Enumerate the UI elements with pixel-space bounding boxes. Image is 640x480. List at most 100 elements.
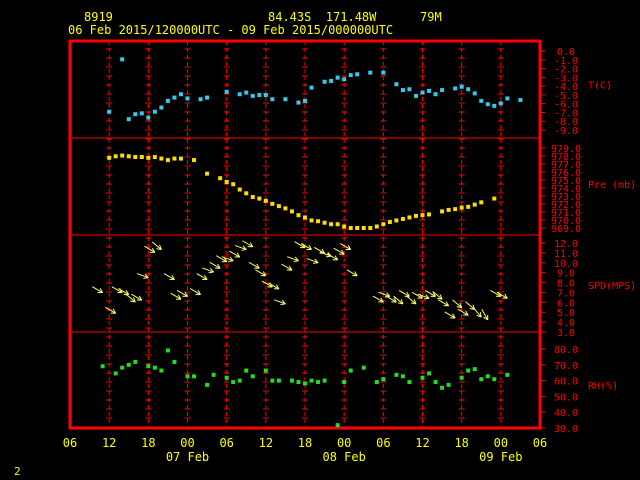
- wind-arrow-head: [262, 271, 267, 277]
- temperature-point: [459, 84, 464, 89]
- wind-arrow: [176, 289, 188, 297]
- wind-arrow-head: [334, 255, 339, 261]
- pressure-point: [368, 226, 373, 230]
- wind-arrow: [131, 293, 143, 301]
- wind-arrow: [196, 273, 208, 281]
- humidity-point: [270, 378, 275, 383]
- wind-arrow-shaft: [398, 289, 410, 297]
- wind-arrow: [333, 247, 345, 255]
- wind-arrow-head: [465, 310, 469, 316]
- pressure-point: [381, 222, 386, 227]
- temperature-point: [348, 73, 353, 78]
- wind-arrow-head: [425, 294, 430, 299]
- humidity-point: [126, 362, 131, 367]
- pressure-point: [492, 196, 497, 201]
- wind-arrow-shaft: [261, 280, 273, 288]
- wind-arrow-head: [280, 303, 286, 306]
- wind-arrow-shaft: [300, 243, 312, 250]
- y-tick-label: 50.0: [554, 392, 578, 403]
- humidity-point: [505, 372, 510, 377]
- temperature-point: [433, 92, 438, 97]
- humidity-point: [146, 364, 151, 369]
- wind-arrow: [398, 289, 410, 297]
- wind-arrow-shaft: [465, 301, 476, 310]
- pressure-point: [335, 222, 340, 227]
- humidity-point: [472, 367, 477, 372]
- wind-arrow: [163, 273, 175, 281]
- wind-arrow-head: [445, 301, 450, 307]
- wind-arrow-shaft: [221, 256, 234, 262]
- pressure-point: [459, 205, 464, 210]
- wind-arrow-shaft: [372, 295, 384, 303]
- humidity-point: [374, 380, 379, 385]
- wind-arrow-shaft: [202, 267, 214, 273]
- wind-arrow: [417, 293, 430, 300]
- temperature-point: [165, 98, 170, 103]
- wind-arrow: [473, 307, 482, 318]
- y-tick-label: 979.0: [551, 144, 581, 155]
- y-tick-label: 977.0: [551, 160, 581, 171]
- y-tick-label: 6.0: [557, 298, 575, 309]
- wind-arrow-head: [479, 312, 482, 318]
- y-tick-label: -3.0: [554, 73, 578, 84]
- humidity-point: [159, 368, 164, 373]
- pressure-point: [244, 191, 249, 196]
- wind-arrow-head: [308, 245, 312, 250]
- pressure-point: [107, 155, 112, 160]
- temperature-point: [257, 93, 262, 98]
- pressure-point: [224, 179, 229, 184]
- wind-arrow-shaft: [91, 286, 103, 294]
- wind-arrow: [105, 306, 117, 314]
- wind-arrow-head: [130, 300, 136, 303]
- humidity-point: [492, 377, 497, 382]
- wind-arrow-head: [99, 288, 104, 293]
- wind-arrow-shaft: [287, 256, 299, 262]
- wind-arrow-head: [293, 260, 299, 263]
- humidity-point: [276, 378, 281, 383]
- wind-arrow-head: [400, 299, 404, 305]
- wind-arrow-head: [288, 265, 293, 271]
- temperature-point: [427, 88, 432, 93]
- y-tick-label: 969.0: [551, 224, 581, 235]
- wind-arrow-head: [459, 302, 463, 308]
- wind-arrow-shaft: [346, 269, 358, 277]
- humidity-axis-label: RH(%): [588, 381, 618, 392]
- y-tick-label: 10.0: [554, 259, 578, 270]
- pressure-point: [296, 213, 301, 218]
- wind-arrow-head: [413, 299, 417, 305]
- wind-arrow: [457, 308, 469, 316]
- humidity-point: [459, 375, 464, 380]
- wind-arrow-shaft: [385, 295, 397, 303]
- pressure-point: [303, 215, 307, 220]
- pressure-point: [440, 209, 445, 214]
- wind-arrow-shaft: [437, 299, 449, 307]
- x-tick-label: 12: [415, 436, 429, 450]
- wind-arrow-shaft: [273, 299, 286, 305]
- wind-arrow-head: [112, 308, 117, 314]
- wind-arrow-head: [410, 302, 417, 305]
- wind-arrow-head: [341, 249, 345, 255]
- temperature-point: [355, 72, 360, 77]
- temperature-point: [492, 103, 497, 108]
- pressure-point: [283, 206, 288, 211]
- y-tick-label: 60.0: [554, 377, 578, 388]
- y-tick-label: 976.0: [551, 168, 581, 179]
- wind-arrow: [481, 309, 489, 321]
- wind-arrow: [444, 311, 456, 319]
- wind-arrow-head: [241, 249, 247, 251]
- wind-arrow-head: [209, 267, 214, 273]
- wind-arrow-head: [452, 313, 456, 319]
- temperature-point: [185, 96, 190, 101]
- wind-arrow-head: [313, 262, 319, 264]
- pressure-point: [420, 213, 425, 218]
- temperature-point: [472, 91, 477, 96]
- x-tick-label: 06: [533, 436, 547, 450]
- wind-arrow-shaft: [294, 241, 306, 249]
- wind-arrow-head: [208, 271, 214, 274]
- temperature-point: [244, 90, 249, 95]
- temperature-point: [329, 78, 334, 83]
- temperature-point: [139, 111, 144, 116]
- temperature-point: [453, 86, 458, 91]
- temperature-point: [368, 70, 373, 75]
- x-tick-label: 18: [298, 436, 312, 450]
